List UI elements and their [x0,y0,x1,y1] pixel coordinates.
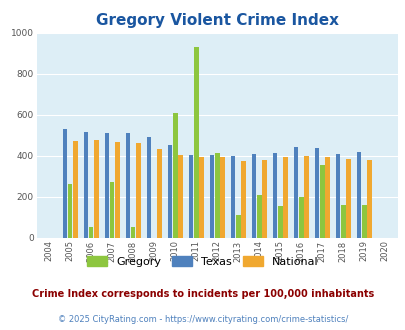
Bar [214,153,219,238]
Bar [136,144,140,238]
Bar [157,148,161,238]
Bar [126,133,130,238]
Bar [303,156,308,238]
Bar [314,148,319,238]
Bar [345,159,350,238]
Bar [319,165,324,238]
Bar [115,143,119,238]
Bar [62,129,67,238]
Bar [110,182,114,238]
Bar [261,160,266,238]
Bar [277,206,282,238]
Bar [356,152,360,238]
Bar [293,147,298,238]
Bar [220,157,224,238]
Bar [366,160,371,238]
Bar [298,197,303,238]
Bar [209,155,214,238]
Bar [73,142,77,238]
Text: Crime Index corresponds to incidents per 100,000 inhabitants: Crime Index corresponds to incidents per… [32,289,373,299]
Bar [177,155,182,238]
Bar [256,195,261,238]
Bar [94,141,98,238]
Bar [68,184,72,238]
Title: Gregory Violent Crime Index: Gregory Violent Crime Index [96,13,338,28]
Bar [241,161,245,238]
Bar [198,157,203,238]
Bar [173,113,177,238]
Bar [340,205,345,238]
Bar [167,145,172,238]
Bar [83,132,88,238]
Text: © 2025 CityRating.com - https://www.cityrating.com/crime-statistics/: © 2025 CityRating.com - https://www.city… [58,315,347,324]
Bar [146,137,151,238]
Bar [361,205,366,238]
Bar [324,157,329,238]
Bar [104,133,109,238]
Bar [230,156,235,238]
Bar [335,154,339,238]
Bar [130,227,135,238]
Bar [282,157,287,238]
Bar [272,153,277,238]
Bar [89,227,93,238]
Bar [251,154,256,238]
Bar [235,215,240,238]
Legend: Gregory, Texas, National: Gregory, Texas, National [87,256,318,267]
Bar [194,47,198,238]
Bar [188,155,193,238]
